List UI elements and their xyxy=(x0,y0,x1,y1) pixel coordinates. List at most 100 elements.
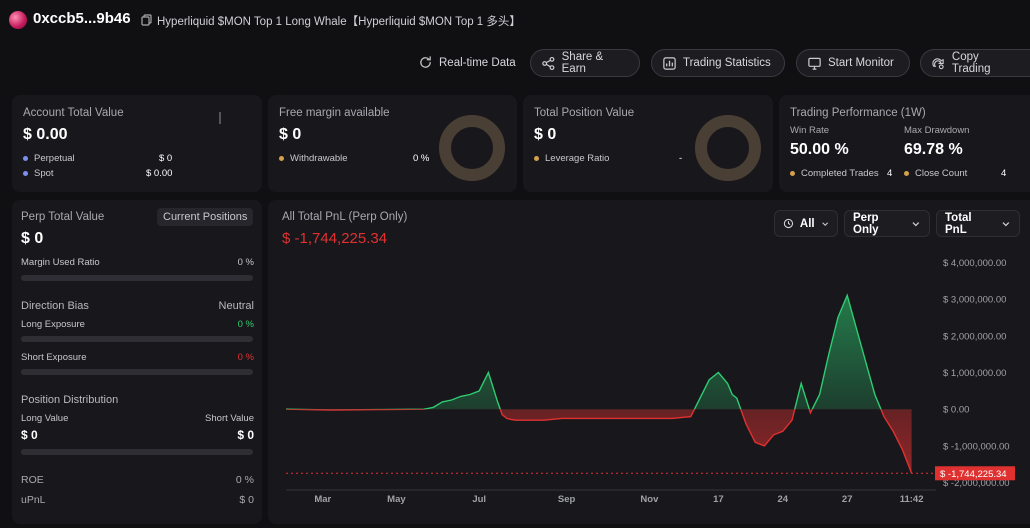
monitor-icon xyxy=(808,57,821,70)
pnl-line-negative xyxy=(285,409,913,474)
drawdown-value: 69.78 % xyxy=(904,141,963,158)
x-tick-label: Mar xyxy=(314,494,331,505)
pnl-line-positive xyxy=(285,293,882,410)
type-filter-label: Perp Only xyxy=(853,211,879,236)
clock-icon xyxy=(783,218,794,229)
position-value: $ 0 xyxy=(534,126,557,143)
x-tick-label: 11:42 xyxy=(900,494,924,505)
perp-panel: Perp Total Value Current Positions $ 0 M… xyxy=(12,200,262,524)
copy-trading-icon xyxy=(932,57,944,69)
y-tick-label: $ 0.00 xyxy=(943,405,969,416)
account-total-value: $ 0.00 xyxy=(23,126,68,143)
realtime-label: Real-time Data xyxy=(439,56,516,69)
performance-title: Trading Performance (1W) xyxy=(790,107,926,119)
perpetual-value: $ 0 xyxy=(159,153,173,164)
stats-label: Trading Statistics xyxy=(683,57,771,69)
completed-label: Completed Trades xyxy=(801,168,879,179)
start-monitor-button[interactable]: Start Monitor xyxy=(796,49,910,77)
position-distribution-label: Position Distribution xyxy=(21,394,119,406)
share-earn-button[interactable]: Share & Earn xyxy=(530,49,640,77)
withdrawable-label: Withdrawable xyxy=(290,153,348,164)
y-tick-label: $ 3,000,000.00 xyxy=(943,295,1006,306)
perp-total-title: Perp Total Value xyxy=(21,211,105,223)
close-count-row: Close Count xyxy=(904,168,967,179)
monitor-label: Start Monitor xyxy=(828,57,894,69)
direction-bias-value: Neutral xyxy=(218,300,254,312)
win-rate-label: Win Rate xyxy=(790,125,830,136)
current-value-badge xyxy=(935,466,1015,481)
short-exposure-label: Short Exposure xyxy=(21,352,87,363)
x-tick-label: 24 xyxy=(778,494,789,505)
direction-bias-label: Direction Bias xyxy=(21,300,89,312)
refresh-icon xyxy=(420,56,431,68)
free-margin-card: Free margin available $ 0 Withdrawable 0… xyxy=(268,95,517,192)
margin-used-label: Margin Used Ratio xyxy=(21,257,100,268)
perp-total-value: $ 0 xyxy=(21,230,44,247)
distribution-bar xyxy=(21,449,253,455)
pnl-title: All Total PnL (Perp Only) xyxy=(282,211,408,223)
perpetual-row: Perpetual xyxy=(23,153,75,164)
type-filter-dropdown[interactable]: Perp Only xyxy=(844,210,930,237)
avatar[interactable] xyxy=(9,11,27,29)
y-tick-label: $ 2,000,000.00 xyxy=(943,331,1006,342)
chevron-down-icon xyxy=(1002,221,1010,226)
margin-used-bar xyxy=(21,275,253,281)
copy-trading-button[interactable]: Copy Trading xyxy=(920,49,1030,77)
short-value-label: Short Value xyxy=(205,413,254,424)
pnl-chart: $ 4,000,000.00 $ 3,000,000.00 $ 2,000,000.… xyxy=(285,258,1015,505)
completed-row: Completed Trades xyxy=(790,168,879,179)
wallet-title: Hyperliquid $MON Top 1 Long Whale【Hyperl… xyxy=(157,16,521,28)
range-filter-label: All xyxy=(799,217,815,230)
copy-label: Copy Trading xyxy=(951,51,991,75)
copy-icon[interactable] xyxy=(141,14,152,26)
statistics-icon xyxy=(663,56,676,70)
upnl-label: uPnL xyxy=(21,494,46,506)
position-value-title: Total Position Value xyxy=(534,107,635,119)
metric-filter-dropdown[interactable]: Total PnL xyxy=(936,210,1020,237)
metric-filter-label: Total PnL xyxy=(945,211,972,236)
long-value-label: Long Value xyxy=(21,413,69,424)
win-rate-value: 50.00 % xyxy=(790,141,849,158)
realtime-data-button[interactable]: Real-time Data xyxy=(418,55,516,70)
roe-label: ROE xyxy=(21,474,44,486)
x-tick-label: May xyxy=(387,494,406,505)
margin-donut xyxy=(439,115,505,181)
share-label: Share & Earn xyxy=(561,51,604,75)
withdrawable-row: Withdrawable xyxy=(279,153,348,164)
wallet-address: 0xccb5...9b46 xyxy=(33,10,131,27)
x-tick-label: Jul xyxy=(472,494,486,505)
spot-row: Spot xyxy=(23,168,54,179)
account-total-card: Account Total Value $ 0.00 Perpetual $ 0… xyxy=(12,95,262,192)
y-tick-label: $ 1,000,000.00 xyxy=(943,368,1006,379)
y-tick-label: $ -2,000,000.00 xyxy=(943,478,1010,489)
long-exposure-bar xyxy=(21,336,253,342)
info-icon[interactable] xyxy=(219,112,221,124)
leverage-label: Leverage Ratio xyxy=(545,153,610,164)
chevron-down-icon xyxy=(912,221,920,226)
trading-statistics-button[interactable]: Trading Statistics xyxy=(651,49,785,77)
trading-performance-card: Trading Performance (1W) Win Rate 50.00 … xyxy=(779,95,1030,192)
pnl-chart-panel xyxy=(268,200,1030,524)
chevron-down-icon xyxy=(821,221,828,226)
roe-value: 0 % xyxy=(235,474,254,486)
short-value: $ 0 xyxy=(237,428,254,442)
long-exposure-label: Long Exposure xyxy=(21,319,85,330)
range-filter-dropdown[interactable]: All xyxy=(774,210,838,237)
spot-value: $ 0.00 xyxy=(146,168,173,179)
x-tick-label: Sep xyxy=(558,494,576,505)
x-tick-label: Nov xyxy=(640,494,659,505)
current-positions-tab[interactable]: Current Positions xyxy=(157,208,254,226)
leverage-value: - xyxy=(679,153,683,164)
short-exposure-value: 0 % xyxy=(237,352,254,363)
pnl-area-negative xyxy=(287,409,912,474)
drawdown-label: Max Drawdown xyxy=(904,125,970,136)
y-tick-label: $ 4,000,000.00 xyxy=(943,258,1006,269)
current-value-label: $ -1,744,225.34 xyxy=(940,469,1007,480)
position-value-card: Total Position Value $ 0 Leverage Ratio … xyxy=(523,95,773,192)
close-count-label: Close Count xyxy=(915,168,968,179)
pnl-area-positive xyxy=(286,295,912,410)
long-value: $ 0 xyxy=(21,428,38,442)
withdrawable-value: 0 % xyxy=(413,153,430,164)
leverage-row: Leverage Ratio xyxy=(534,153,609,164)
pnl-value: $ -1,744,225.34 xyxy=(282,230,388,247)
